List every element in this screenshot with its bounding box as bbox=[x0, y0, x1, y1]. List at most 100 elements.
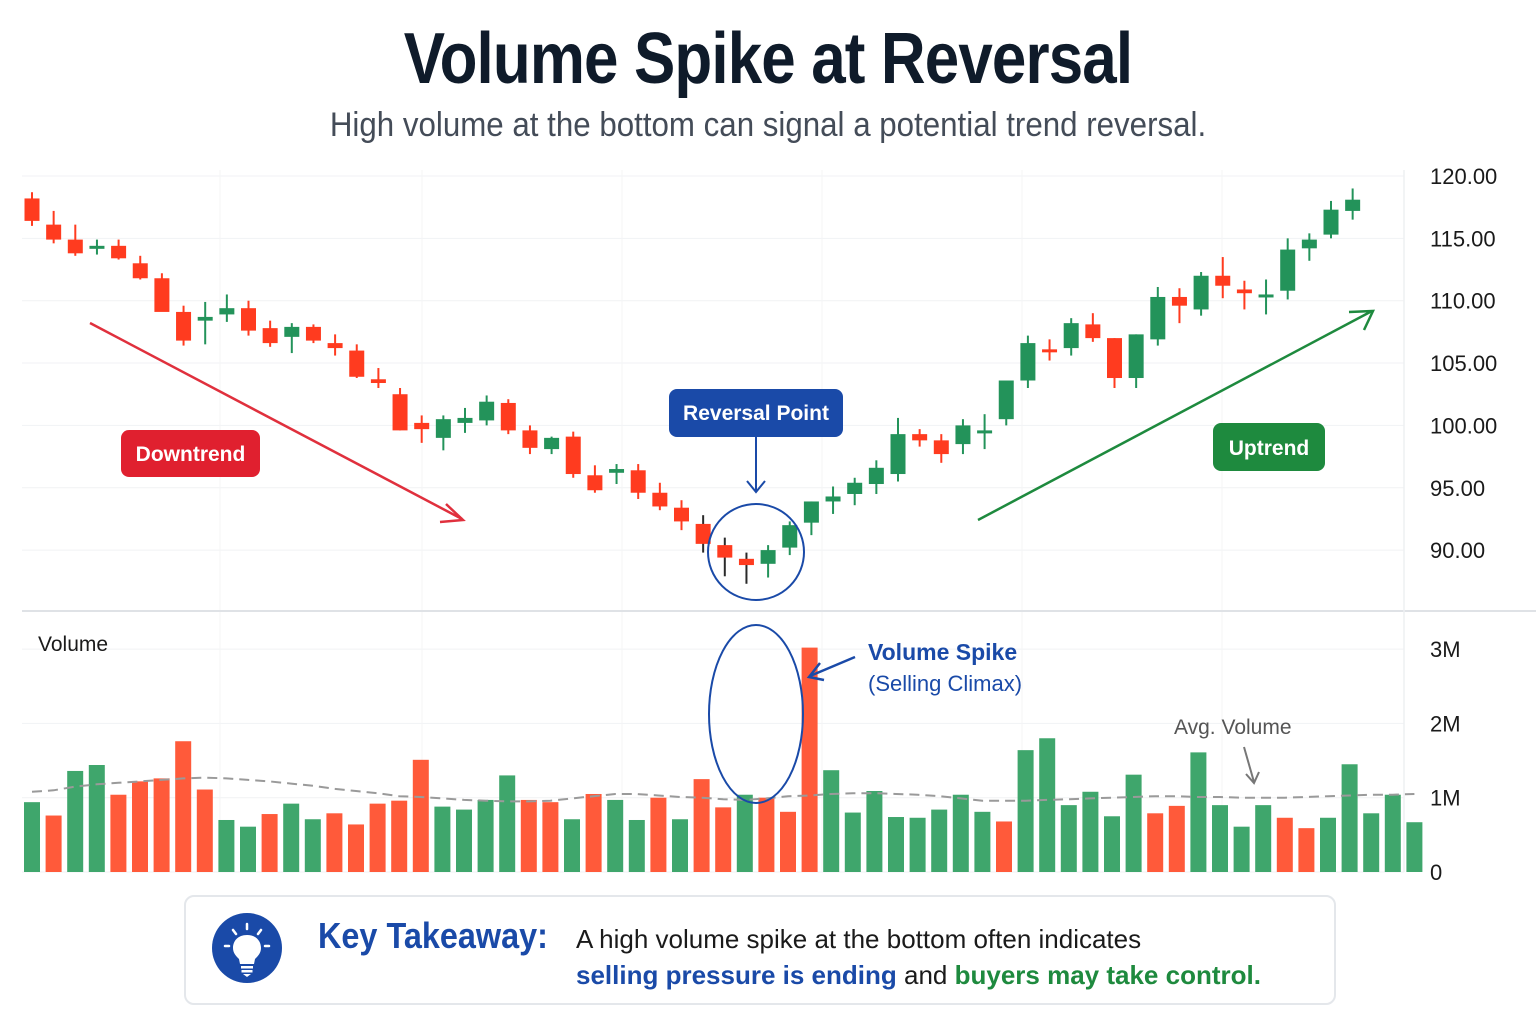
volume-tick-label: 1M bbox=[1430, 786, 1461, 811]
candle bbox=[1193, 272, 1209, 316]
candle bbox=[392, 387, 408, 431]
volume-bar bbox=[456, 809, 472, 872]
candle bbox=[1345, 188, 1361, 220]
volume-bar bbox=[1212, 805, 1228, 872]
candle bbox=[414, 415, 430, 443]
volume-bar bbox=[240, 826, 256, 872]
price-axis: 120.00 115.00 110.00 105.00 100.00 95.00 90.00 bbox=[1430, 164, 1497, 563]
takeaway-line-1: A high volume spike at the bottom often … bbox=[576, 924, 1142, 954]
candle bbox=[457, 407, 473, 433]
volume-bar bbox=[974, 811, 991, 872]
volume-bar bbox=[283, 803, 300, 872]
candle bbox=[912, 429, 928, 447]
selling-climax-label: (Selling Climax) bbox=[868, 671, 1022, 696]
volume-bar bbox=[261, 814, 278, 872]
volume-bar bbox=[585, 793, 602, 872]
volume-bar bbox=[952, 794, 969, 872]
volume-bar bbox=[326, 813, 343, 872]
volume-bar bbox=[801, 647, 818, 872]
volume-bar bbox=[542, 802, 559, 872]
candle bbox=[695, 515, 711, 553]
candle bbox=[111, 239, 127, 260]
avg-volume-line bbox=[31, 776, 1415, 803]
volume-bar bbox=[996, 821, 1012, 872]
volume-bar bbox=[1341, 764, 1358, 872]
volume-axis: 3M 2M 1M 0 bbox=[1430, 637, 1461, 885]
candle bbox=[24, 192, 40, 226]
takeaway-line-2: selling pressure is ending and buyers ma… bbox=[576, 960, 1261, 991]
chart-canvas: 120.00 115.00 110.00 105.00 100.00 95.00 90.00… bbox=[22, 164, 1536, 885]
volume-bar bbox=[1298, 828, 1315, 872]
volume-bar bbox=[153, 778, 170, 872]
candle bbox=[46, 210, 62, 244]
candle bbox=[349, 344, 365, 379]
candle bbox=[284, 323, 300, 354]
price-tick-label: 100.00 bbox=[1430, 413, 1497, 438]
candle bbox=[738, 552, 754, 584]
volume-bar bbox=[520, 799, 537, 872]
volume-bar bbox=[1168, 805, 1185, 872]
volume-bar bbox=[412, 759, 429, 872]
volume-bar bbox=[348, 824, 364, 872]
candle bbox=[955, 419, 971, 455]
volume-bar bbox=[672, 819, 688, 872]
candle bbox=[262, 320, 278, 347]
volume-bar bbox=[1363, 813, 1380, 872]
candle bbox=[176, 305, 192, 346]
candle bbox=[1107, 338, 1122, 388]
volume-bar bbox=[693, 779, 710, 872]
candle bbox=[1280, 238, 1296, 300]
volume-bar bbox=[1233, 826, 1250, 872]
volume-spike-callout: Volume Spike (Selling Climax) bbox=[708, 624, 1022, 804]
candle bbox=[782, 521, 798, 556]
volume-bar bbox=[434, 806, 451, 872]
spike-ellipse bbox=[708, 624, 804, 804]
candle bbox=[803, 501, 819, 536]
reversal-point-callout: Reversal Point bbox=[669, 389, 843, 601]
candle bbox=[89, 239, 105, 255]
volume-bar bbox=[391, 800, 408, 872]
candle bbox=[241, 300, 256, 336]
candle bbox=[1258, 279, 1274, 315]
volume-bar bbox=[650, 797, 667, 872]
price-tick-label: 120.00 bbox=[1430, 164, 1497, 189]
reversal-point-label: Reversal Point bbox=[683, 402, 829, 425]
candle bbox=[825, 486, 841, 514]
volume-bar bbox=[931, 809, 948, 872]
takeaway-buyers-control: buyers may take control. bbox=[954, 960, 1261, 990]
uptrend-label: Uptrend bbox=[1229, 437, 1310, 460]
volume-bar bbox=[564, 819, 580, 872]
volume-tick-label: 3M bbox=[1430, 637, 1461, 662]
takeaway-selling-pressure: selling pressure is ending bbox=[576, 960, 897, 990]
volume-bar bbox=[45, 815, 62, 872]
uptrend-arrow-icon bbox=[977, 309, 1376, 522]
candle bbox=[1323, 200, 1339, 239]
candle bbox=[327, 334, 343, 356]
volume-bar bbox=[715, 807, 732, 872]
volume-bar bbox=[218, 819, 235, 872]
volume-bar bbox=[110, 794, 127, 872]
candle bbox=[305, 324, 321, 344]
volume-bar bbox=[888, 817, 904, 872]
volume-bar bbox=[1060, 805, 1077, 872]
candle bbox=[674, 500, 689, 531]
candle bbox=[890, 417, 906, 482]
volume-bar bbox=[1082, 791, 1099, 872]
volume-bar bbox=[628, 819, 645, 872]
volume-bar bbox=[477, 799, 494, 872]
candle bbox=[652, 482, 668, 511]
volume-bar bbox=[499, 775, 516, 872]
candle bbox=[933, 434, 949, 463]
candle bbox=[847, 477, 863, 506]
downtrend-arrow-icon bbox=[89, 321, 466, 524]
candlestick-series bbox=[24, 188, 1361, 584]
volume-bar bbox=[866, 791, 883, 872]
candle bbox=[1215, 257, 1231, 299]
volume-bar bbox=[67, 770, 84, 872]
volume-bar bbox=[1125, 774, 1142, 872]
lightbulb-icon bbox=[212, 913, 282, 983]
volume-bar bbox=[823, 770, 840, 872]
volume-bar bbox=[844, 812, 861, 872]
candle bbox=[154, 273, 170, 312]
candle bbox=[565, 431, 581, 478]
